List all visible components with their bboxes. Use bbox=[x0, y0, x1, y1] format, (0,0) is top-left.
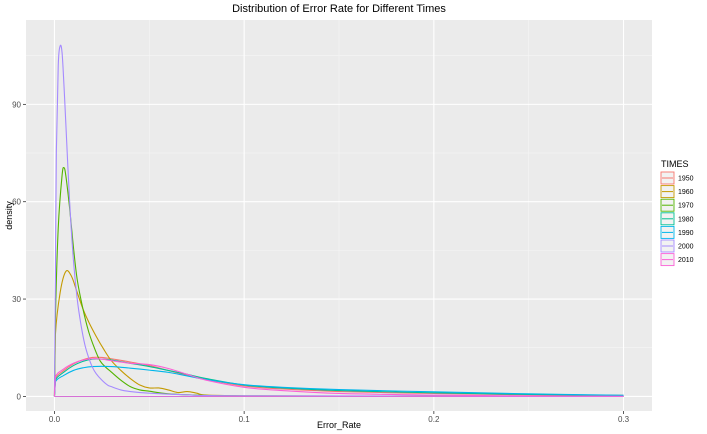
density-line-2010 bbox=[53, 358, 624, 397]
y-tick-label: 0 bbox=[17, 392, 22, 401]
x-tick-label: 0.1 bbox=[239, 415, 251, 424]
y-axis-title: density bbox=[4, 201, 14, 230]
legend: TIMES 1950 1960 1970 1980 1990 2000 2010 bbox=[660, 159, 694, 267]
chart-title: Distribution of Error Rate for Different… bbox=[232, 3, 446, 15]
density-lines bbox=[53, 44, 624, 397]
density-line-1980 bbox=[53, 358, 624, 397]
density-line-2000 bbox=[53, 44, 624, 397]
legend-label-1980: 1980 bbox=[678, 216, 694, 223]
y-tick-label: 90 bbox=[12, 100, 21, 109]
y-tick-label: 30 bbox=[12, 295, 21, 304]
y-tick-label: 60 bbox=[12, 198, 21, 207]
legend-label-2000: 2000 bbox=[678, 244, 694, 251]
x-tick-label: 0.3 bbox=[618, 415, 630, 424]
legend-title: TIMES bbox=[661, 159, 689, 169]
x-axis-title: Error_Rate bbox=[317, 420, 361, 430]
x-tick-label: 0.2 bbox=[428, 415, 440, 424]
legend-label-1960: 1960 bbox=[678, 189, 694, 196]
legend-label-2010: 2010 bbox=[678, 257, 694, 264]
y-axis-ticks: 0 30 60 90 bbox=[12, 100, 26, 401]
density-line-1990 bbox=[53, 365, 624, 397]
legend-items: 1950 1960 1970 1980 1990 2000 2010 bbox=[660, 171, 694, 267]
x-axis-ticks: 0.0 0.1 0.2 0.3 bbox=[49, 411, 630, 424]
legend-label-1990: 1990 bbox=[678, 230, 694, 237]
legend-label-1950: 1950 bbox=[678, 176, 694, 183]
legend-label-1970: 1970 bbox=[678, 203, 694, 210]
x-tick-label: 0.0 bbox=[49, 415, 61, 424]
minor-gridlines bbox=[26, 20, 652, 411]
